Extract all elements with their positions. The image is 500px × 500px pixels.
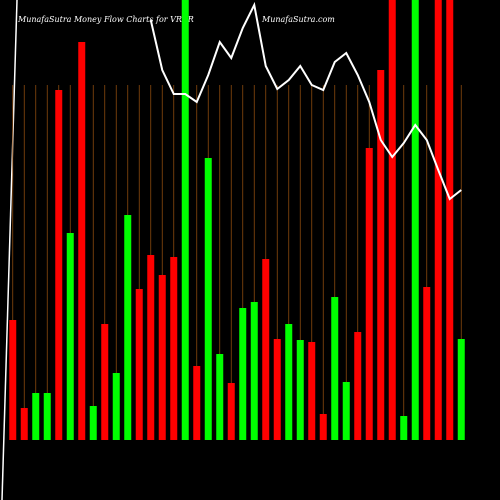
bar xyxy=(354,332,362,440)
bar xyxy=(227,383,235,440)
bar xyxy=(262,259,270,440)
bar xyxy=(388,0,396,440)
bar xyxy=(319,414,327,440)
bar xyxy=(365,148,373,440)
bar xyxy=(250,302,258,440)
bar xyxy=(308,342,316,440)
bar xyxy=(285,324,293,440)
bar xyxy=(89,406,97,440)
bar xyxy=(331,297,339,440)
bar xyxy=(20,408,28,440)
bar xyxy=(216,354,224,440)
bar xyxy=(78,42,86,440)
bar xyxy=(124,215,132,440)
bar xyxy=(457,339,465,440)
chart-title: MunafaSutra Money Flow Charts for VRAR xyxy=(17,15,194,24)
bar xyxy=(55,90,63,440)
bar xyxy=(181,0,189,440)
bar xyxy=(101,324,109,440)
chart-subtitle: MunafaSutra.com xyxy=(261,15,335,24)
bar xyxy=(193,366,201,440)
bar xyxy=(158,275,166,440)
bar xyxy=(32,393,40,440)
decor-line xyxy=(1,0,18,500)
bar xyxy=(423,287,431,440)
bar xyxy=(377,70,385,440)
bar xyxy=(342,382,350,440)
bar xyxy=(434,0,442,440)
bar xyxy=(411,0,419,440)
bar xyxy=(135,289,143,440)
flow-line xyxy=(149,1,462,201)
bar xyxy=(170,257,178,440)
bar xyxy=(112,373,120,440)
bar xyxy=(296,340,304,440)
bar xyxy=(204,158,212,440)
bar xyxy=(147,255,155,440)
bar xyxy=(446,0,454,440)
bar xyxy=(66,233,74,440)
bar xyxy=(239,308,247,440)
bar xyxy=(9,320,17,440)
bar xyxy=(273,339,281,440)
bar xyxy=(43,393,51,440)
bar xyxy=(400,416,408,440)
